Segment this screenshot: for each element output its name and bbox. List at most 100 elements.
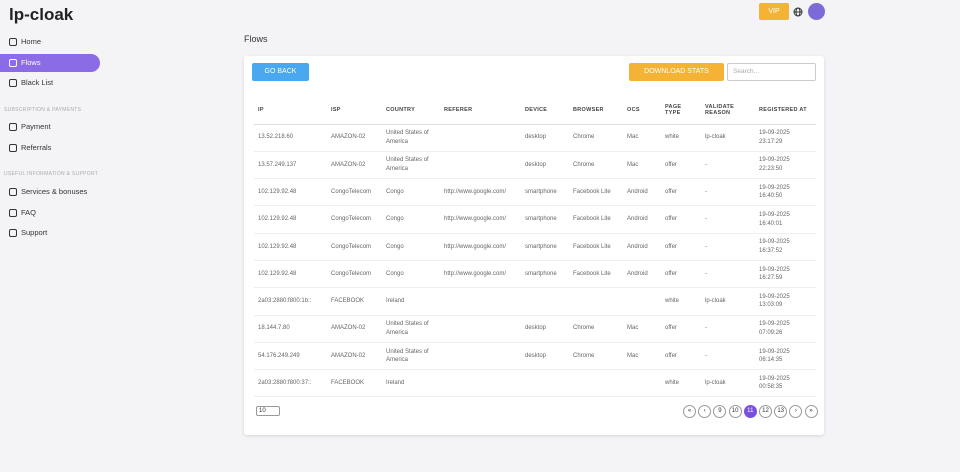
nav-item[interactable]: Support [0,224,100,242]
table-cell [440,369,521,398]
table-cell: Mac [623,151,661,180]
table-cell: CongoTelecom [327,233,382,261]
table-cell: Chrome [569,342,623,371]
page-button[interactable]: 9 [713,405,727,418]
table-cell: desktop [521,124,569,152]
table-cell: Mac [623,124,661,152]
page-button[interactable]: « [683,405,696,418]
table-cell [440,287,521,316]
table-cell: 19-09-2025 16:27:59 [755,260,816,289]
table-cell: 102.129.92.48 [254,260,327,289]
column-header[interactable]: COUNTRY [382,97,440,125]
page-size-select[interactable]: 10 [256,406,280,416]
vip-button[interactable]: VIP [759,3,789,20]
table-cell: http://www.google.com/ [440,205,521,234]
table-cell: 2a03:2880:f800:1b:: [254,287,327,316]
table-row: 102.129.92.48 CongoTelecom Congo http://www… [254,260,816,289]
table-cell [623,287,661,316]
page-button[interactable]: 13 [774,405,788,418]
table-cell: smartphone [521,205,569,234]
table-cell: 19-09-2025 13:03:09 [755,287,816,316]
table-cell: - [701,342,755,371]
nav-item[interactable]: Services & bonuses [0,183,100,201]
table-cell: offer [661,205,701,234]
column-header[interactable]: REFERER [440,97,521,125]
table-cell: AMAZON-02 [327,124,382,152]
search-input[interactable]: Search... [727,63,816,81]
column-header[interactable]: BROWSER [569,97,623,125]
table-cell: 19-09-2025 16:40:50 [755,178,816,207]
logo: lp-cloak [9,5,74,24]
table-cell: - [701,178,755,207]
table-row: 13.52.218.60 AMAZON-02 United States of Am… [254,124,816,152]
go-back-button[interactable]: GO BACK [252,63,309,81]
card: GO BACK DOWNLOAD STATS Search... IP ISP CO… [244,56,824,435]
table-cell [623,369,661,398]
flows-table: IP ISP COUNTRY REFERER DEVICE BROWSER OCS PAGE … [254,97,816,398]
table-cell: FACEBOOK [327,369,382,398]
column-header[interactable]: IP [254,97,327,125]
table-cell: 19-09-2025 16:40:01 [755,205,816,234]
table-cell: United States of America [382,151,440,180]
nav-item[interactable]: Black List [0,74,100,92]
table-cell: 19-09-2025 06:14:35 [755,342,816,371]
table-row: 13.57.249.137 AMAZON-02 United States of A… [254,151,816,180]
column-header[interactable]: ISP [327,97,382,125]
table-cell: Android [623,178,661,207]
page-button[interactable]: » [804,405,818,418]
download-button[interactable]: DOWNLOAD STATS [629,63,724,81]
language-icon[interactable] [793,7,803,17]
table-cell: Android [623,205,661,234]
column-header[interactable]: REGISTERED AT [755,97,816,125]
table-cell: CongoTelecom [327,260,382,289]
page-button[interactable]: 12 [759,405,772,418]
table-cell: Facebook Lite [569,205,623,234]
table-cell: Ireland [382,369,440,398]
table-cell: lp-cloak [701,369,755,398]
table-cell [521,287,569,316]
table-cell: - [701,205,755,234]
table-cell: 19-09-2025 00:58:35 [755,369,816,398]
column-header[interactable]: OCS [623,97,661,125]
table-cell [440,151,521,180]
nav-item[interactable]: Flows [0,54,100,72]
table-cell: lp-cloak [701,124,755,152]
page-button[interactable]: › [789,405,803,418]
nav-item[interactable]: Payment [0,118,100,136]
table-cell: - [701,315,755,343]
column-header[interactable]: DEVICE [521,97,569,125]
page-button[interactable]: 11 [743,405,757,418]
table-cell: 102.129.92.48 [254,205,327,234]
table-cell: Mac [623,342,661,371]
page-button[interactable]: 10 [728,405,742,418]
table-cell: smartphone [521,233,569,261]
table-cell: http://www.google.com/ [440,233,521,261]
table-cell: Android [623,233,661,261]
table-cell [440,124,521,152]
page-button[interactable]: ‹ [698,405,712,418]
table-cell: CongoTelecom [327,205,382,234]
table-cell: Mac [623,315,661,343]
column-header[interactable]: PAGE TYPE [661,97,701,125]
table-cell: 2a03:2880:f800:37:: [254,369,327,398]
table-cell: 102.129.92.48 [254,178,327,207]
nav-item[interactable]: Referrals [0,139,100,157]
table-cell: FACEBOOK [327,287,382,316]
avatar[interactable] [808,3,825,20]
table-cell: - [701,233,755,261]
table-cell: AMAZON-02 [327,342,382,371]
page-title: Flows [244,34,268,44]
table-cell: 19-09-2025 07:09:26 [755,315,816,343]
table-cell: Chrome [569,315,623,343]
table-row: 102.129.92.48 CongoTelecom Congo http://www… [254,178,816,207]
column-header[interactable]: VALIDATE REASON [701,97,755,125]
table-cell [440,342,521,371]
nav-item[interactable]: Home [0,33,100,51]
table-cell: smartphone [521,260,569,289]
table-cell: Facebook Lite [569,260,623,289]
table-cell: http://www.google.com/ [440,260,521,289]
nav-item[interactable]: FAQ [0,204,100,222]
table-cell: 102.129.92.48 [254,233,327,261]
table-cell: offer [661,260,701,289]
table-cell: United States of America [382,315,440,343]
